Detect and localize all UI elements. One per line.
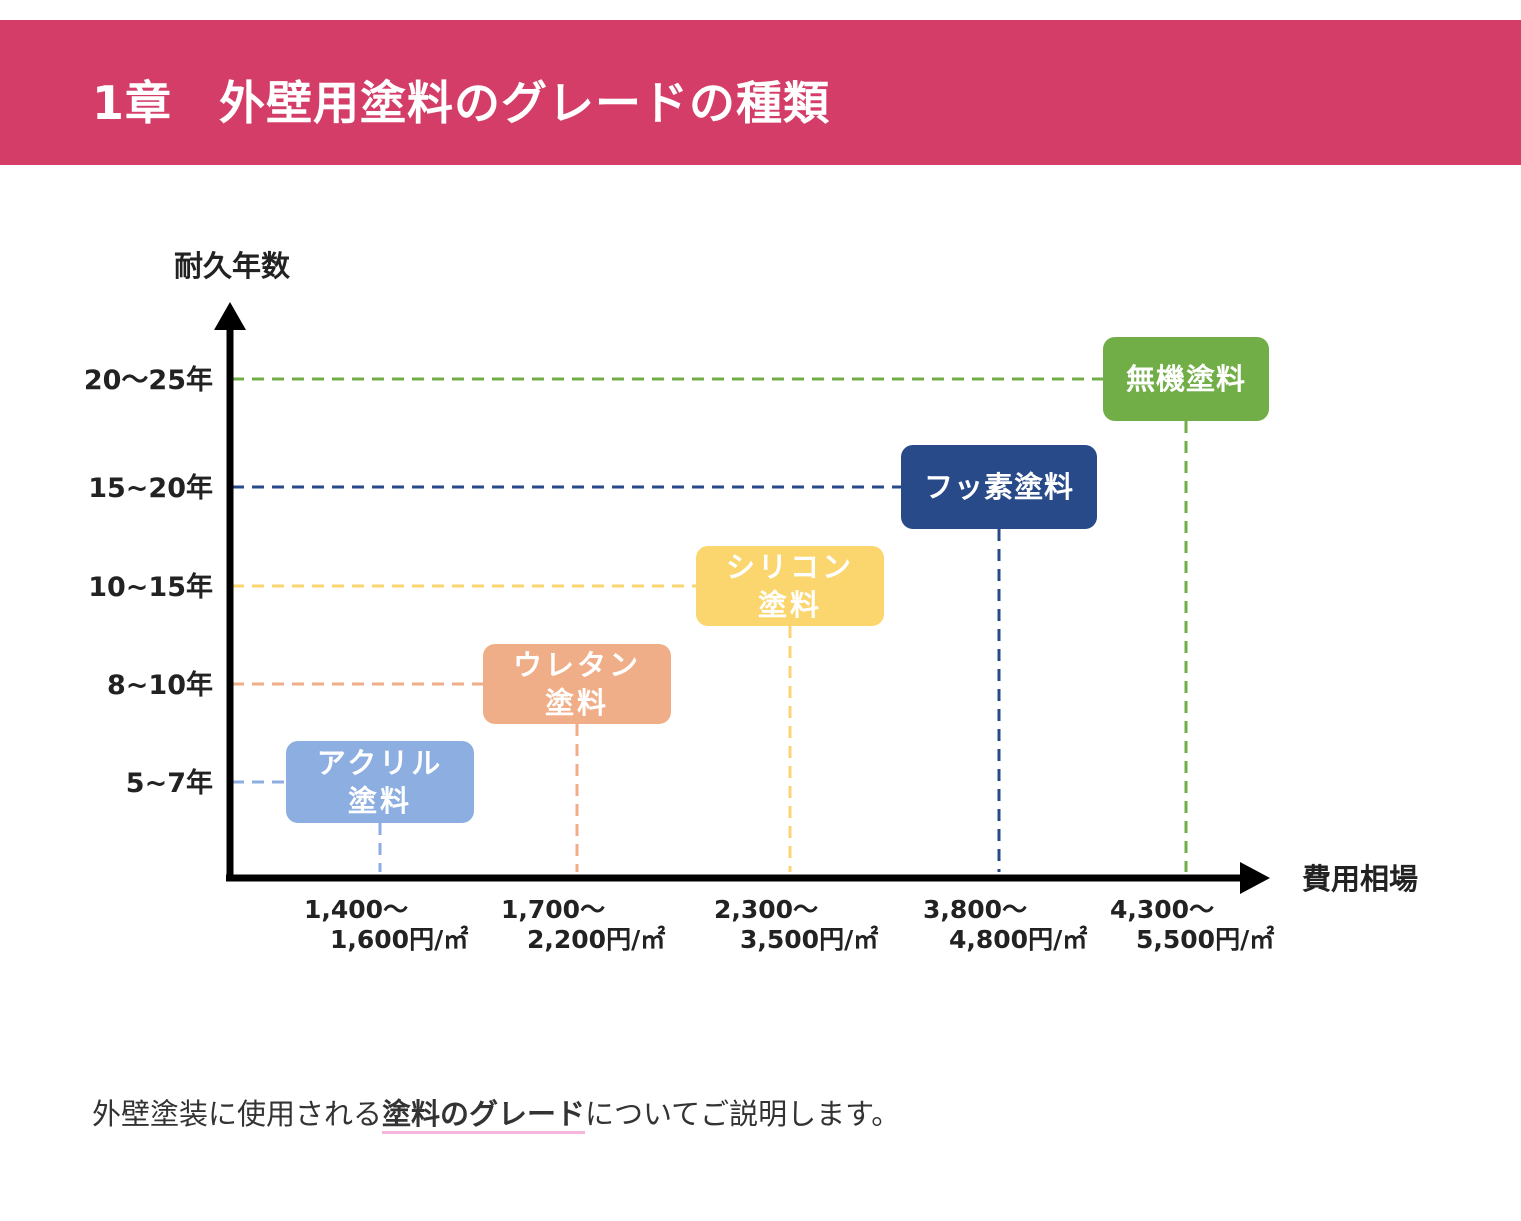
- y-tick-label: 20〜25年: [84, 364, 213, 396]
- y-tick-label: 8~10年: [107, 669, 213, 701]
- x-tick-labels: 1,400〜1,600円/㎡ 1,700〜2,200円/㎡ 2,300〜3,500円…: [304, 895, 1274, 954]
- paint-grade-box: [483, 644, 671, 724]
- paint-grade-label: 塗料: [758, 588, 822, 622]
- x-axis-label: 費用相場: [1302, 862, 1418, 896]
- paint-grade-label: 無機塗料: [1126, 362, 1246, 396]
- x-tick-label-from: 2,300〜: [714, 895, 818, 924]
- chart-axes: 耐久年数 費用相場: [174, 249, 1418, 896]
- intro-text-emphasis: 塗料のグレード: [382, 1097, 586, 1134]
- y-tick-labels: 5~7年 8~10年 10~15年 15~20年 20〜25年: [84, 364, 213, 799]
- paint-grade-box: [901, 445, 1097, 529]
- intro-text-before: 外壁塗装に使用される: [92, 1097, 383, 1131]
- x-tick-label-from: 1,700〜: [501, 895, 605, 924]
- paint-grade-point: フッ素塗料: [901, 445, 1097, 529]
- paint-grade-label: アクリル: [317, 746, 444, 780]
- x-tick-label-to: 1,600円/㎡: [330, 925, 468, 954]
- paint-grade-box: [696, 546, 884, 626]
- x-axis-arrow-icon: [1240, 862, 1270, 894]
- paint-grade-box: [286, 741, 474, 823]
- paint-grade-label: 塗料: [545, 686, 609, 720]
- y-tick-label: 10~15年: [88, 571, 213, 603]
- guide-lines: [232, 377, 1188, 872]
- x-tick-label-to: 2,200円/㎡: [527, 925, 665, 954]
- x-tick-label-to: 5,500円/㎡: [1136, 925, 1274, 954]
- chapter-title: 1章 外壁用塗料のグレードの種類: [92, 76, 831, 130]
- y-axis-arrow-icon: [214, 302, 246, 330]
- x-tick-label-from: 4,300〜: [1110, 895, 1214, 924]
- x-tick-label-to: 3,500円/㎡: [740, 925, 878, 954]
- paint-grade-label: 塗料: [348, 784, 412, 818]
- y-tick-label: 5~7年: [126, 767, 213, 799]
- x-tick-label-to: 4,800円/㎡: [949, 925, 1087, 954]
- y-axis-label: 耐久年数: [174, 249, 291, 283]
- x-tick-label-from: 3,800〜: [923, 895, 1027, 924]
- paint-grade-label: ウレタン: [513, 648, 641, 682]
- x-tick-label-from: 1,400〜: [304, 895, 408, 924]
- paint-grade-label: フッ素塗料: [924, 470, 1074, 504]
- paint-grade-point: 無機塗料: [1103, 337, 1269, 421]
- paint-grade-box: [1103, 337, 1269, 421]
- intro-text: 外壁塗装に使用される塗料のグレードについてご説明します。: [92, 1094, 900, 1135]
- y-tick-label: 15~20年: [88, 472, 213, 504]
- paint-grade-label: シリコン: [726, 550, 854, 584]
- intro-text-after: についてご説明します。: [585, 1097, 901, 1131]
- chapter-header: 1章 外壁用塗料のグレードの種類: [0, 20, 1521, 165]
